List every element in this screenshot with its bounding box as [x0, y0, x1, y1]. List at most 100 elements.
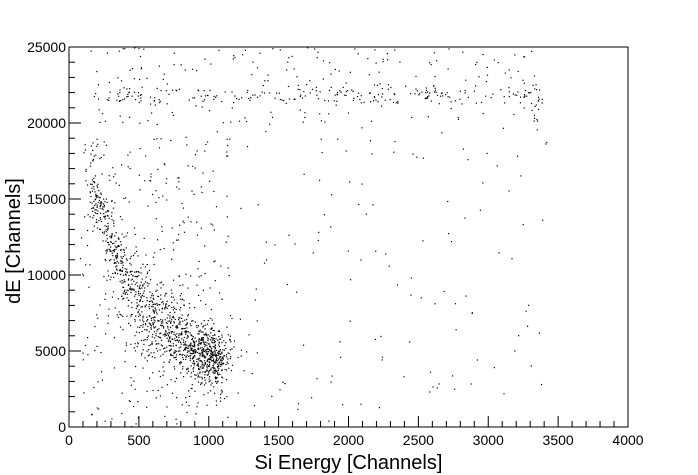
- data-point: [405, 85, 407, 87]
- data-point: [191, 388, 193, 390]
- data-point: [303, 173, 305, 175]
- data-point: [215, 380, 217, 383]
- data-point: [199, 366, 202, 368]
- data-point: [121, 279, 123, 282]
- data-point: [514, 54, 516, 56]
- data-point: [104, 120, 106, 122]
- data-point: [200, 353, 202, 355]
- data-point: [200, 352, 202, 354]
- data-point: [221, 351, 223, 353]
- data-point: [118, 311, 120, 313]
- data-point: [319, 91, 321, 93]
- data-point: [207, 353, 209, 355]
- data-point: [447, 200, 449, 203]
- data-point: [215, 370, 217, 372]
- data-point: [467, 96, 469, 98]
- data-point: [106, 279, 108, 281]
- data-point: [194, 341, 196, 343]
- data-point: [206, 347, 208, 349]
- data-point: [157, 336, 159, 338]
- data-point: [84, 144, 86, 146]
- data-point: [155, 343, 157, 345]
- data-point: [178, 233, 180, 235]
- data-point: [299, 109, 301, 111]
- data-point: [200, 275, 202, 277]
- data-point: [177, 177, 179, 179]
- data-point: [141, 352, 143, 354]
- data-point: [162, 353, 164, 355]
- data-point: [150, 328, 152, 330]
- data-point: [146, 336, 148, 339]
- data-point: [393, 93, 395, 95]
- data-point: [224, 91, 226, 93]
- data-point: [146, 360, 148, 362]
- data-point: [320, 120, 322, 122]
- data-point: [447, 68, 449, 70]
- data-point: [538, 98, 540, 100]
- data-point: [429, 62, 431, 64]
- data-point: [479, 209, 481, 211]
- data-point: [206, 367, 208, 369]
- data-point: [122, 256, 124, 258]
- data-point: [178, 350, 180, 352]
- data-point: [259, 52, 261, 54]
- data-point: [94, 350, 96, 352]
- data-point: [201, 349, 203, 351]
- data-point: [216, 370, 218, 372]
- data-point: [186, 331, 188, 333]
- data-point: [189, 323, 191, 325]
- data-point: [100, 192, 102, 194]
- data-point: [210, 356, 212, 358]
- data-point: [345, 94, 347, 97]
- data-point: [94, 182, 96, 184]
- data-point: [447, 96, 449, 98]
- data-point: [103, 141, 105, 143]
- data-point: [426, 91, 429, 93]
- data-point: [138, 271, 140, 273]
- data-point: [105, 333, 107, 335]
- data-point: [243, 370, 245, 372]
- data-point: [152, 323, 154, 325]
- data-point: [166, 384, 169, 386]
- data-point: [102, 231, 104, 233]
- data-point: [217, 354, 220, 356]
- data-point: [107, 227, 109, 229]
- data-point: [162, 303, 165, 305]
- data-point: [228, 367, 230, 369]
- data-point: [189, 395, 191, 397]
- data-point: [153, 319, 155, 321]
- data-point: [96, 71, 98, 73]
- data-point: [178, 334, 180, 336]
- data-point: [226, 151, 228, 153]
- data-point: [216, 376, 218, 378]
- data-point: [223, 349, 225, 351]
- data-point: [204, 273, 206, 275]
- data-point: [102, 208, 104, 211]
- data-point: [246, 91, 248, 94]
- data-point: [302, 121, 304, 123]
- data-point: [236, 98, 238, 100]
- data-point: [211, 339, 213, 341]
- data-point: [151, 293, 153, 295]
- data-point: [214, 351, 216, 353]
- data-point: [190, 365, 192, 367]
- data-point: [128, 322, 130, 324]
- data-point: [394, 49, 396, 51]
- data-point: [199, 342, 201, 344]
- data-point: [98, 408, 100, 410]
- data-point: [232, 58, 234, 60]
- data-point: [108, 217, 110, 219]
- data-point: [190, 347, 192, 349]
- data-point: [168, 305, 170, 307]
- data-point: [170, 296, 173, 298]
- data-point: [482, 112, 484, 115]
- data-point: [168, 93, 170, 95]
- data-point: [108, 308, 110, 310]
- data-point: [215, 361, 217, 363]
- data-point: [211, 351, 213, 353]
- data-point: [493, 59, 495, 61]
- data-point: [140, 94, 142, 96]
- data-point: [228, 352, 230, 355]
- x-tick-label: 3000: [473, 432, 504, 448]
- data-point: [533, 120, 535, 122]
